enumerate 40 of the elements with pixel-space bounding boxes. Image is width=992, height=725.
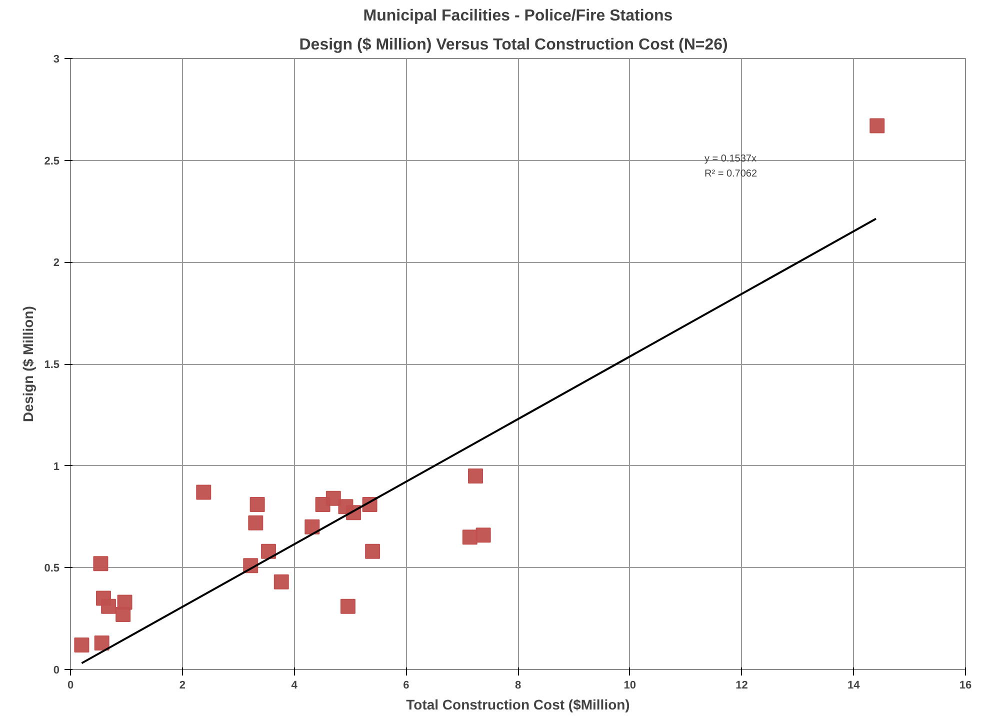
point — [476, 528, 491, 543]
point — [94, 636, 110, 651]
point — [274, 574, 289, 590]
x-tick-label: 10 — [624, 680, 636, 692]
point — [462, 530, 478, 545]
point — [304, 519, 320, 534]
annotation: R² = 0.7062 — [704, 168, 758, 180]
x-tick-label: 16 — [959, 680, 972, 692]
x-tick-label: 14 — [848, 680, 861, 692]
point — [261, 544, 276, 559]
y-tick-label: 3 — [53, 54, 60, 66]
x-tick-label: 2 — [179, 680, 186, 692]
annotation: y = 0.1537x — [704, 154, 756, 164]
x-axis-title: Total Construction Cost ($Million) — [406, 696, 630, 712]
x-tick-label: 6 — [403, 680, 410, 692]
point — [468, 468, 483, 484]
point — [101, 598, 116, 614]
y-tick-label: 1.5 — [44, 359, 60, 371]
point — [870, 118, 885, 134]
y-tick-label: 1 — [53, 460, 60, 473]
point — [93, 556, 108, 572]
point — [116, 607, 131, 622]
y-tick-label: 0.5 — [44, 562, 60, 575]
y-tick-label: 0 — [53, 664, 60, 676]
chart-title: Municipal Facilities - Police/Fire Stations — [363, 8, 673, 24]
y-axis-title: Design ($ Million) — [20, 306, 36, 422]
x-tick-label: 0 — [67, 680, 74, 692]
x-tick-label: 12 — [736, 680, 748, 692]
x-tick-label: 8 — [514, 680, 522, 692]
point — [74, 638, 90, 653]
x-tick-label: 4 — [291, 680, 298, 692]
point — [340, 598, 356, 614]
chart-subtitle: Design ($ Million) Versus Total Construction Cost (N=26) — [299, 36, 728, 54]
point — [248, 515, 264, 530]
point — [365, 544, 380, 559]
y-tick-label: 2 — [53, 257, 60, 270]
point — [196, 484, 212, 500]
point — [326, 490, 341, 506]
point — [250, 497, 265, 512]
y-tick-label: 2.5 — [44, 155, 60, 168]
